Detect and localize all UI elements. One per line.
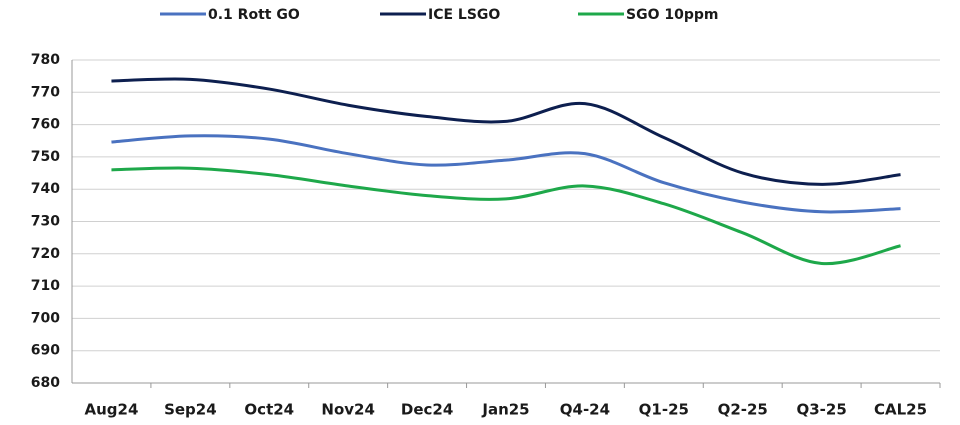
y-tick-label: 710 <box>31 278 60 294</box>
y-tick-label: 680 <box>31 375 60 391</box>
line <box>111 77 901 186</box>
x-tick-label: Q4-24 <box>560 401 610 419</box>
x-tick-label: Sep24 <box>164 401 217 419</box>
line <box>111 166 901 266</box>
x-tick-label: Q2-25 <box>718 401 768 419</box>
x-tick-label: Nov24 <box>321 401 375 419</box>
line <box>111 134 901 214</box>
x-tick-label: Jan25 <box>481 401 529 419</box>
legend-label: SGO 10ppm <box>626 7 718 23</box>
y-tick-label: 780 <box>31 52 60 68</box>
legend-label: ICE LSGO <box>428 7 500 23</box>
x-tick-label: Dec24 <box>401 401 453 419</box>
y-tick-label: 770 <box>31 84 60 100</box>
y-tick-label: 690 <box>31 343 60 359</box>
y-tick-label: 700 <box>31 310 60 326</box>
x-tick-label: Q1-25 <box>639 401 689 419</box>
x-tick-label: Q3-25 <box>796 401 846 419</box>
x-tick-label: Oct24 <box>244 401 294 419</box>
y-tick-label: 750 <box>31 149 60 165</box>
legend-label: 0.1 Rott GO <box>208 7 300 23</box>
x-tick-label: Aug24 <box>85 401 139 419</box>
y-tick-label: 730 <box>31 214 60 230</box>
x-tick-label: CAL25 <box>874 401 927 419</box>
y-tick-label: 720 <box>31 246 60 262</box>
y-tick-label: 740 <box>31 181 60 197</box>
y-tick-label: 760 <box>31 117 60 133</box>
